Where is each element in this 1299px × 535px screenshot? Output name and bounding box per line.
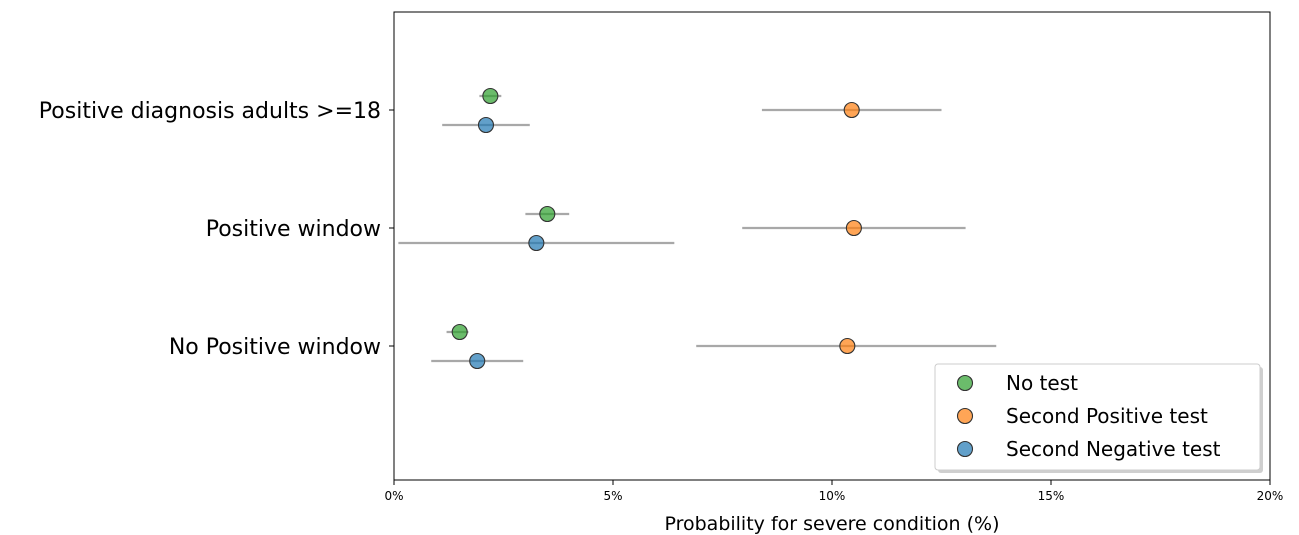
data-point: [839, 337, 856, 355]
legend-marker: [956, 440, 974, 458]
data-point: [469, 352, 486, 370]
data-point: [482, 87, 499, 105]
data-point: [845, 219, 862, 237]
legend-marker: [956, 407, 974, 425]
x-tick-label: 10%: [819, 489, 846, 503]
y-tick-label: No Positive window: [169, 335, 381, 360]
legend-marker: [956, 374, 974, 392]
x-axis-label: Probability for severe condition (%): [664, 513, 999, 535]
data-point: [528, 234, 545, 252]
legend-box: [934, 363, 1261, 471]
y-tick-label: Positive diagnosis adults >=18: [39, 99, 381, 124]
x-tick-label: 20%: [1257, 489, 1284, 503]
data-point: [843, 101, 860, 119]
legend-label: Second Negative test: [1006, 437, 1221, 461]
y-tick-label: Positive window: [206, 217, 381, 242]
legend-label: No test: [1006, 371, 1078, 395]
data-points: [451, 87, 862, 370]
x-tick-label: 5%: [603, 489, 622, 503]
x-tick-label: 15%: [1038, 489, 1065, 503]
data-point: [451, 323, 468, 341]
legend: No test Second Positive test Second Negati…: [934, 363, 1263, 473]
x-axis: 0% 5% 10% 15% 20%: [384, 480, 1283, 503]
y-axis: Positive diagnosis adults >=18 Positive w…: [39, 99, 394, 360]
x-tick-label: 0%: [384, 489, 403, 503]
data-point: [539, 205, 556, 223]
data-point: [477, 116, 495, 134]
legend-label: Second Positive test: [1006, 404, 1208, 428]
